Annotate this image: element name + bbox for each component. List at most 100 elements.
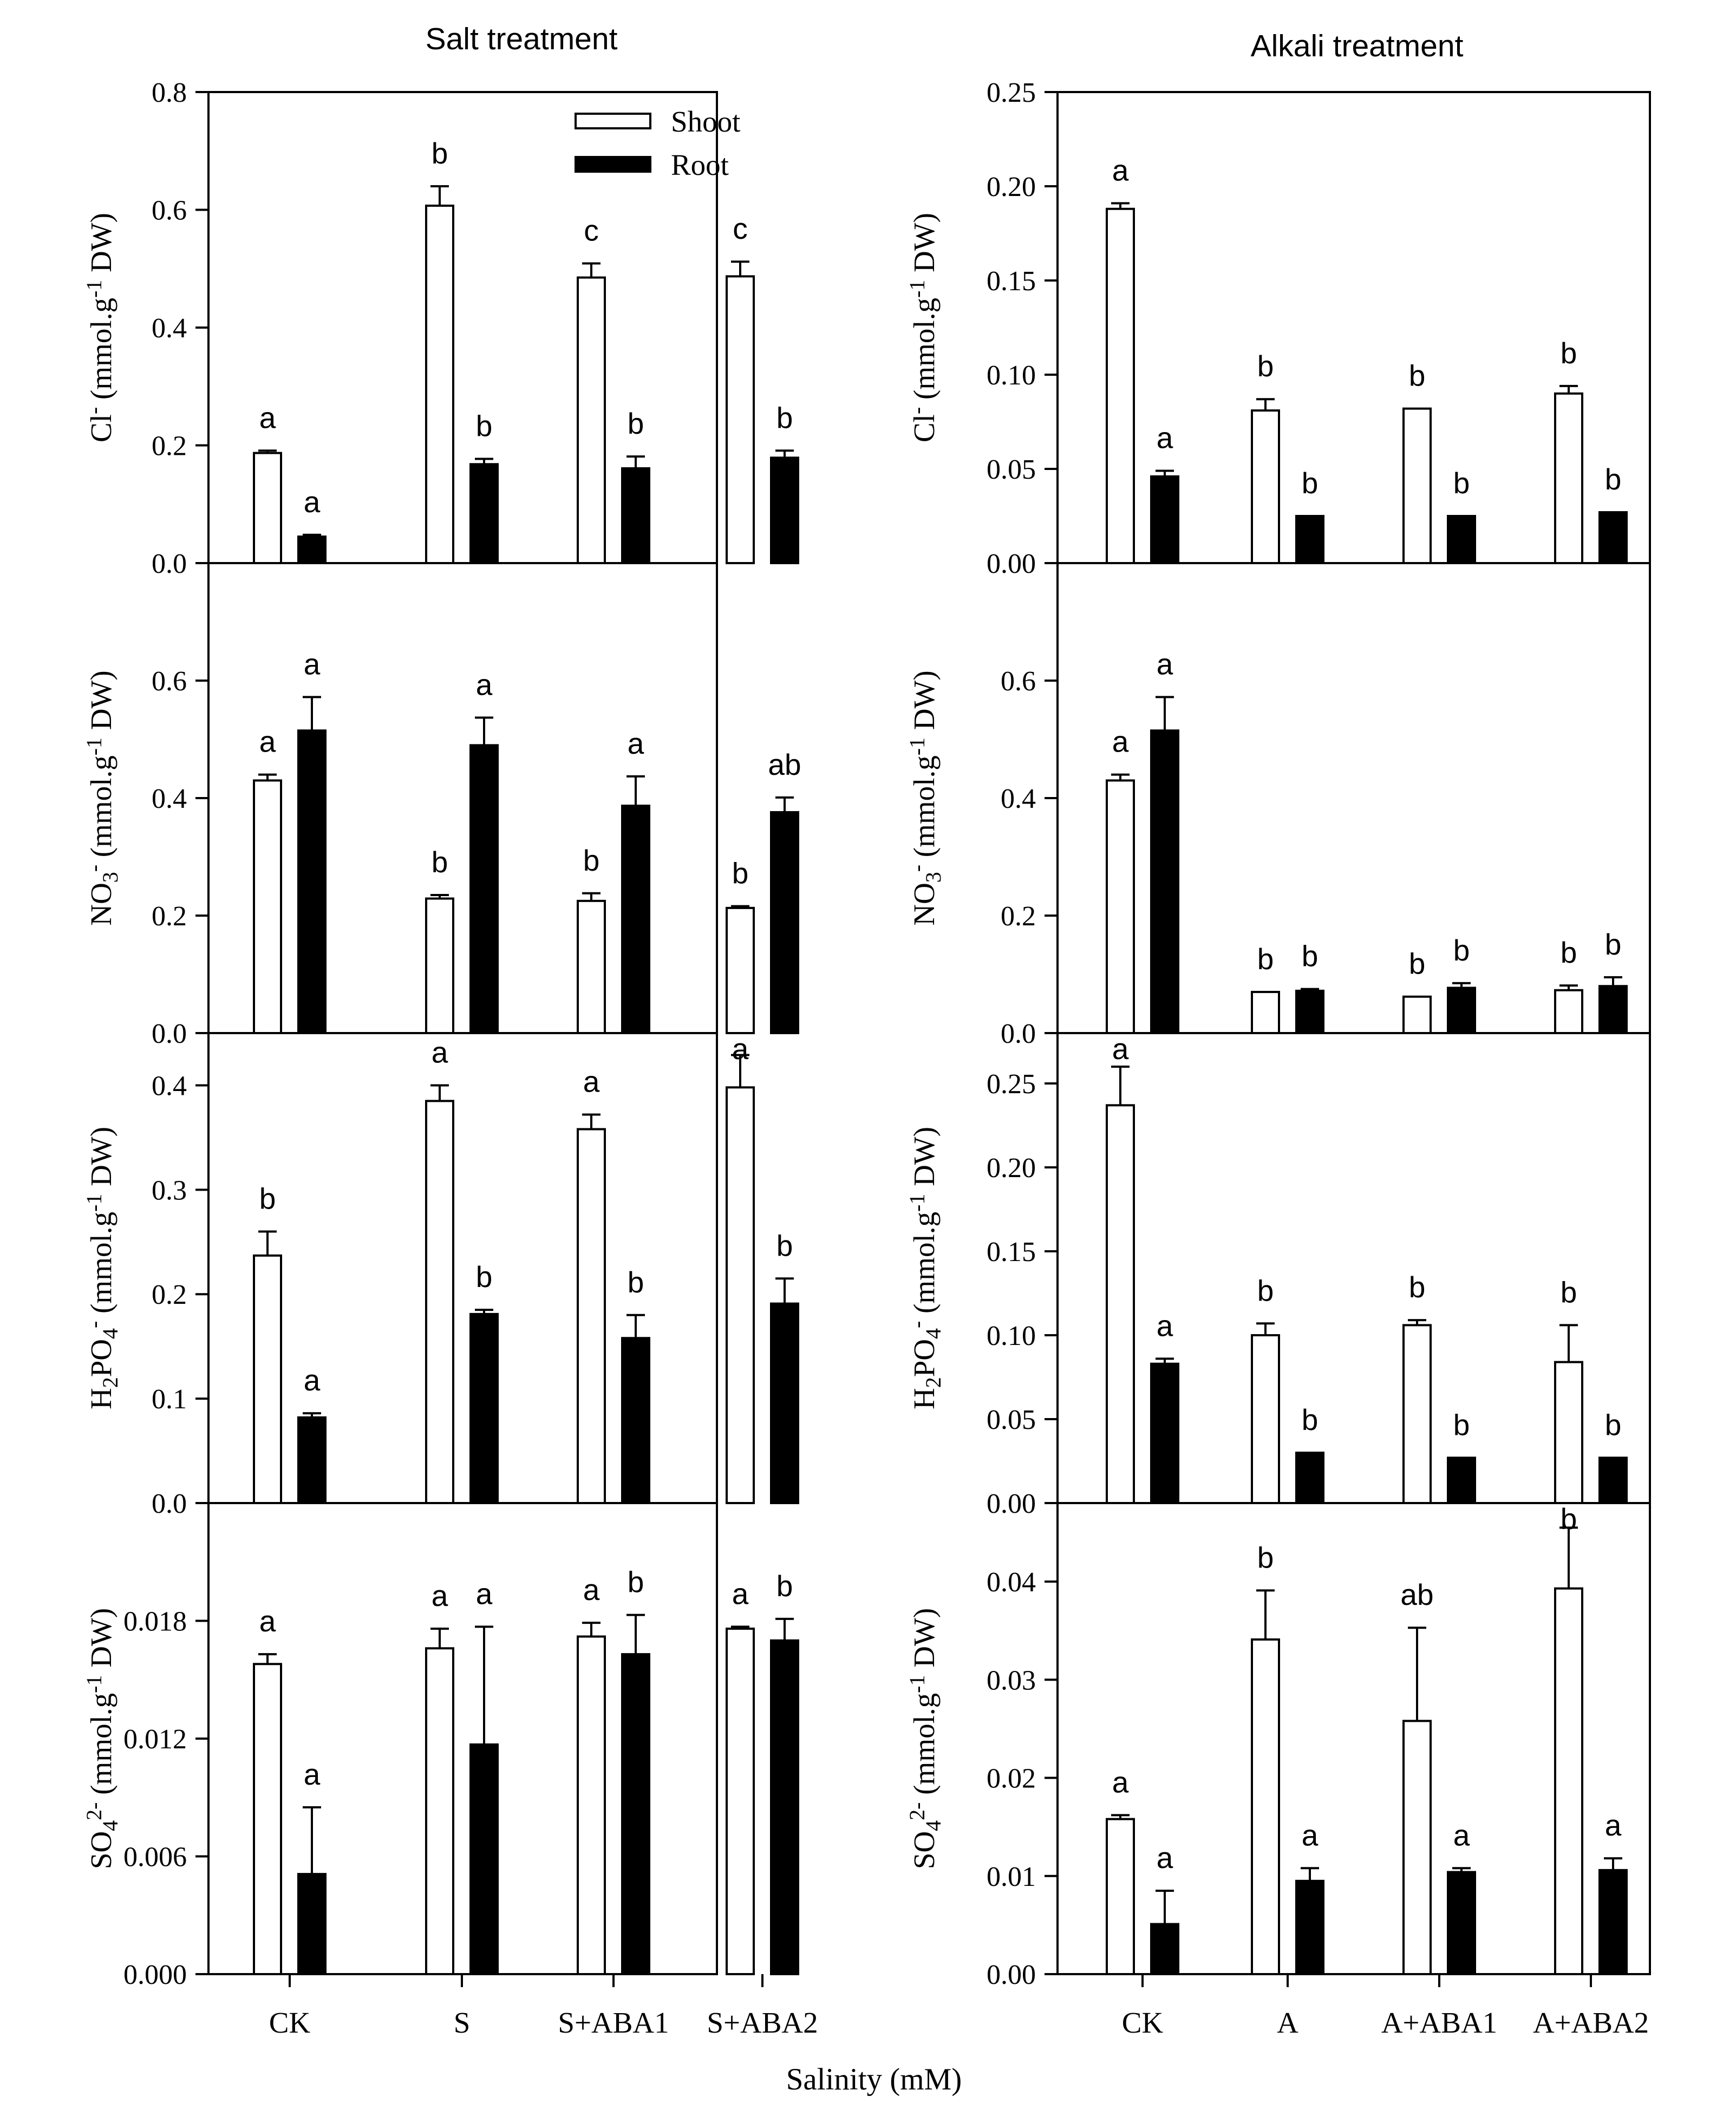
shoot-bar: [253, 452, 282, 565]
y-label-unit-sup: -1: [82, 737, 106, 755]
y-tick-label: 0.05: [987, 454, 1036, 485]
shoot-significance-letter: ab: [1400, 1578, 1433, 1611]
y-tick-label: 0.10: [987, 360, 1036, 391]
y-tick-label: 0.10: [987, 1321, 1036, 1351]
y-label-unit-sup: -1: [905, 1194, 929, 1212]
y-axis-label: Cl- (mmol.g-1 DW): [82, 213, 118, 442]
y-label-sup: -: [905, 407, 929, 414]
legend-root-label: Root: [671, 148, 729, 181]
x-tick-label: S: [454, 2006, 471, 2039]
root-significance-letter: b: [476, 1260, 493, 1294]
shoot-significance-letter: a: [259, 725, 276, 759]
y-label-unit: (mmol.g: [84, 755, 118, 865]
shoot-significance-letter: a: [1112, 153, 1129, 187]
root-significance-letter: a: [1157, 1309, 1173, 1342]
shoot-significance-letter: b: [1561, 336, 1577, 370]
y-label-sub: 4: [98, 1820, 122, 1831]
y-label-unit: (mmol.g: [84, 298, 118, 407]
y-tick-label: 0.0: [152, 548, 187, 579]
shoot-bar: [253, 1663, 282, 1975]
shoot-bar: [726, 1628, 755, 1975]
x-tick-label: CK: [269, 2006, 311, 2039]
root-bar: [469, 463, 499, 564]
shoot-significance-letter: b: [1561, 1275, 1577, 1309]
root-significance-letter: b: [776, 1229, 793, 1262]
y-tick-label: 0.2: [152, 1279, 187, 1310]
shoot-bar: [1554, 989, 1583, 1035]
legend-root-swatch: [575, 156, 651, 173]
x-tick-label: S+ABA1: [558, 2006, 669, 2039]
root-significance-letter: a: [1157, 1841, 1173, 1875]
y-tick-label: 0.018: [123, 1606, 187, 1637]
shoot-bar: [726, 1086, 755, 1504]
root-bar: [1447, 515, 1476, 564]
y-tick-label: 0.00: [987, 1960, 1036, 1990]
shoot-bar: [425, 1647, 454, 1975]
root-significance-letter: b: [628, 1565, 644, 1599]
y-tick-label: 0.6: [152, 666, 187, 697]
shoot-significance-letter: b: [1257, 1273, 1274, 1307]
shoot-bar: [1554, 392, 1583, 564]
shoot-bar: [1402, 407, 1432, 564]
x-tick-label: A: [1277, 2006, 1298, 2039]
shoot-bar: [1106, 1818, 1135, 1975]
y-tick-label: 0.4: [152, 1070, 187, 1101]
shoot-significance-letter: b: [1409, 947, 1426, 981]
shoot-bar: [1402, 995, 1432, 1034]
y-label-unit: (mmol.g: [908, 1693, 941, 1802]
shoot-bar: [577, 276, 606, 564]
shoot-significance-letter: b: [1561, 1502, 1577, 1536]
y-tick-label: 0.05: [987, 1405, 1036, 1435]
shoot-significance-letter: a: [1112, 1765, 1129, 1799]
shoot-significance-letter: a: [432, 1579, 448, 1612]
root-significance-letter: b: [1605, 928, 1622, 961]
shoot-bar: [425, 1100, 454, 1504]
shoot-significance-letter: c: [584, 213, 599, 247]
root-bar: [1150, 1362, 1179, 1504]
chart-panel-salt-2: 0.0 0.1 0.2 0.3 0.4 H2PO4- (mmol.g-1 DW) b a a a a…: [82, 1032, 799, 1519]
y-tick-label: 0.00: [987, 1488, 1036, 1519]
x-tick-label: A+ABA1: [1381, 2006, 1497, 2039]
y-label-sub: 3: [98, 872, 122, 883]
shoot-bar: [577, 1128, 606, 1504]
y-label-ion: Cl: [908, 414, 941, 442]
y-tick-label: 0.02: [987, 1764, 1036, 1794]
root-bar: [770, 456, 799, 565]
y-tick-label: 0.03: [987, 1665, 1036, 1696]
shoot-bar: [726, 906, 755, 1035]
root-bar: [1598, 511, 1628, 564]
y-tick-label: 0.20: [987, 1153, 1036, 1184]
shoot-bar: [577, 899, 606, 1034]
shoot-significance-letter: a: [732, 1032, 749, 1066]
y-tick-label: 0.4: [152, 783, 187, 814]
root-bar: [770, 1639, 799, 1975]
root-bar: [621, 1337, 650, 1505]
shoot-significance-letter: a: [259, 401, 276, 434]
root-bar: [297, 535, 327, 564]
y-label-unit-end: DW): [908, 1608, 941, 1675]
chart-panel-salt-3: 0.000 0.006 0.012 0.018 CK S S+ABA1 S+ABA2 SO42-…: [82, 1502, 818, 2039]
y-tick-label: 0.012: [123, 1724, 187, 1755]
shoot-significance-letter: b: [1257, 1540, 1274, 1574]
y-tick-label: 0.25: [987, 1069, 1036, 1100]
y-label-unit-end: DW): [84, 670, 118, 737]
y-axis-label: NO3- (mmol.g-1 DW): [905, 670, 945, 925]
root-significance-letter: a: [1605, 1808, 1622, 1842]
root-significance-letter: b: [1302, 466, 1319, 500]
root-bar: [1150, 1923, 1179, 1975]
y-label-unit: (mmol.g: [908, 1212, 941, 1321]
y-label-ion: H: [84, 1388, 118, 1409]
root-bar: [1295, 1452, 1324, 1504]
root-bar: [621, 467, 650, 564]
y-label-sub: 2: [921, 1377, 945, 1388]
root-bar: [1295, 989, 1324, 1035]
y-label-unit-end: DW): [908, 1127, 941, 1194]
y-label-ion: Cl: [84, 414, 118, 442]
root-significance-letter: b: [1302, 939, 1319, 973]
y-tick-label: 0.04: [987, 1567, 1036, 1598]
y-tick-label: 0.006: [123, 1842, 187, 1873]
shoot-significance-letter: b: [259, 1181, 276, 1215]
root-bar: [1295, 515, 1324, 564]
shoot-significance-letter: b: [1257, 942, 1274, 976]
